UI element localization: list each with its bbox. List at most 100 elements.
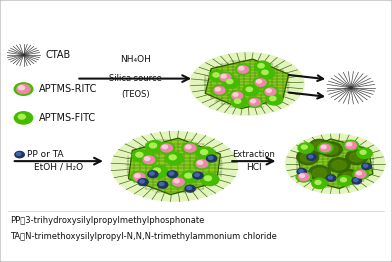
Circle shape [187, 187, 191, 189]
Circle shape [309, 166, 330, 180]
Polygon shape [298, 139, 373, 188]
Circle shape [17, 85, 30, 94]
Circle shape [15, 112, 33, 124]
Polygon shape [205, 59, 289, 108]
Circle shape [214, 87, 225, 94]
Circle shape [150, 166, 168, 178]
Circle shape [22, 54, 25, 56]
Circle shape [221, 74, 226, 78]
Circle shape [234, 99, 241, 103]
Circle shape [150, 172, 154, 175]
Circle shape [136, 152, 143, 157]
Circle shape [243, 85, 259, 96]
Circle shape [320, 142, 342, 157]
Circle shape [262, 70, 268, 74]
Circle shape [298, 173, 309, 181]
Circle shape [135, 174, 140, 177]
Circle shape [146, 141, 164, 153]
Circle shape [138, 179, 148, 185]
Circle shape [337, 176, 352, 186]
Circle shape [131, 171, 147, 182]
Circle shape [165, 152, 183, 165]
Circle shape [328, 176, 332, 179]
Circle shape [233, 93, 238, 96]
Circle shape [196, 160, 208, 168]
Circle shape [297, 150, 319, 165]
Circle shape [220, 74, 231, 81]
Circle shape [247, 97, 263, 107]
Circle shape [343, 140, 359, 151]
Circle shape [332, 160, 346, 170]
Circle shape [141, 154, 157, 165]
Ellipse shape [111, 131, 238, 202]
Circle shape [363, 164, 368, 167]
Circle shape [328, 158, 350, 172]
Circle shape [327, 175, 336, 181]
Circle shape [357, 148, 372, 158]
Circle shape [270, 96, 276, 101]
Circle shape [149, 143, 156, 148]
Text: NH₄OH: NH₄OH [120, 55, 151, 64]
Circle shape [140, 180, 144, 183]
Circle shape [186, 145, 191, 149]
Circle shape [185, 173, 192, 178]
Circle shape [299, 170, 303, 172]
Circle shape [198, 161, 203, 164]
Circle shape [197, 147, 215, 159]
Circle shape [218, 72, 233, 83]
Circle shape [265, 88, 276, 95]
Circle shape [185, 185, 195, 192]
Circle shape [161, 144, 172, 152]
Text: Silica source: Silica source [109, 74, 162, 83]
Circle shape [18, 86, 25, 90]
Circle shape [307, 154, 316, 160]
Circle shape [205, 176, 212, 181]
Text: HCl: HCl [246, 163, 262, 172]
Text: APTMS-RITC: APTMS-RITC [39, 84, 98, 94]
Circle shape [349, 87, 352, 89]
Circle shape [231, 97, 247, 108]
Circle shape [232, 92, 243, 99]
Circle shape [251, 99, 256, 103]
Circle shape [212, 85, 227, 96]
Circle shape [182, 143, 198, 154]
Circle shape [350, 152, 364, 162]
Circle shape [255, 79, 266, 86]
Text: PP or TA: PP or TA [27, 150, 63, 159]
Circle shape [133, 173, 145, 181]
Circle shape [360, 150, 366, 154]
Circle shape [167, 171, 178, 178]
Text: PP：3-trihydroxysilylpropylmethylphosphonate: PP：3-trihydroxysilylpropylmethylphosphon… [10, 216, 204, 225]
Circle shape [254, 61, 271, 72]
Circle shape [14, 83, 33, 95]
Circle shape [158, 181, 168, 188]
Circle shape [184, 144, 196, 152]
Circle shape [223, 77, 240, 88]
Circle shape [309, 155, 313, 158]
Circle shape [193, 172, 203, 179]
Circle shape [320, 144, 331, 152]
Circle shape [338, 170, 360, 184]
Circle shape [195, 173, 199, 176]
Text: TA：N-trimethoxysilylpropyl-N,N,N-trimethylammonium chloride: TA：N-trimethoxysilylpropyl-N,N,N-trimeth… [10, 232, 277, 241]
Circle shape [296, 172, 312, 182]
Circle shape [162, 145, 167, 149]
Circle shape [309, 139, 330, 154]
Circle shape [169, 155, 176, 160]
Circle shape [362, 163, 371, 170]
Circle shape [172, 178, 184, 186]
Circle shape [352, 178, 361, 184]
Circle shape [181, 171, 199, 183]
Circle shape [235, 64, 251, 75]
Circle shape [301, 145, 307, 149]
Circle shape [312, 178, 327, 189]
Circle shape [238, 66, 249, 73]
Circle shape [18, 114, 25, 119]
Circle shape [321, 145, 326, 149]
Circle shape [239, 67, 244, 70]
Ellipse shape [189, 52, 305, 116]
Circle shape [354, 179, 358, 182]
Circle shape [301, 152, 315, 162]
Circle shape [345, 142, 356, 149]
Ellipse shape [285, 133, 385, 194]
